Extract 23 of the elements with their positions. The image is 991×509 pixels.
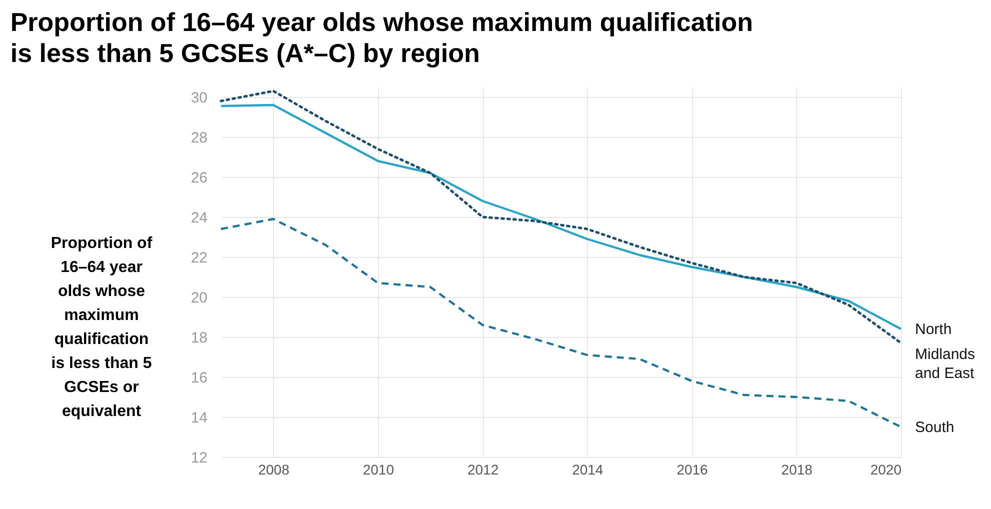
y-tick-label: 18 [190,330,208,346]
x-tick-label: 2012 [467,462,499,478]
y-tick-label: 28 [190,130,208,146]
y-tick-label: 24 [190,210,208,226]
x-tick-label: 2014 [572,462,604,478]
series-label: South [915,419,954,436]
series-label: Midlands and East [915,346,976,382]
x-tick-label: 2018 [781,462,813,478]
y-tick-label: 30 [190,90,208,106]
x-tick-label: 2016 [676,462,708,478]
x-tick-label: 2020 [870,462,902,478]
line-series [220,218,902,428]
series-label: North [915,321,952,338]
y-tick-label: 20 [190,290,208,306]
x-tick-label: 2010 [362,462,394,478]
y-axis-title: Proportion of 16–64 year olds whose maximum qualification is less than 5 GCSEs or equivalent [50,234,153,420]
x-tick-label: 2008 [258,462,290,478]
y-tick-label: 12 [190,450,208,466]
y-tick-label: 16 [190,370,208,386]
chart-title: Proportion of 16–64 year olds whose maximum qualification is less than 5 GCSEs (A*–C) by region [10,7,753,68]
y-tick-label: 14 [190,410,208,426]
y-tick-label: 22 [190,250,208,266]
y-tick-label: 26 [190,170,208,186]
